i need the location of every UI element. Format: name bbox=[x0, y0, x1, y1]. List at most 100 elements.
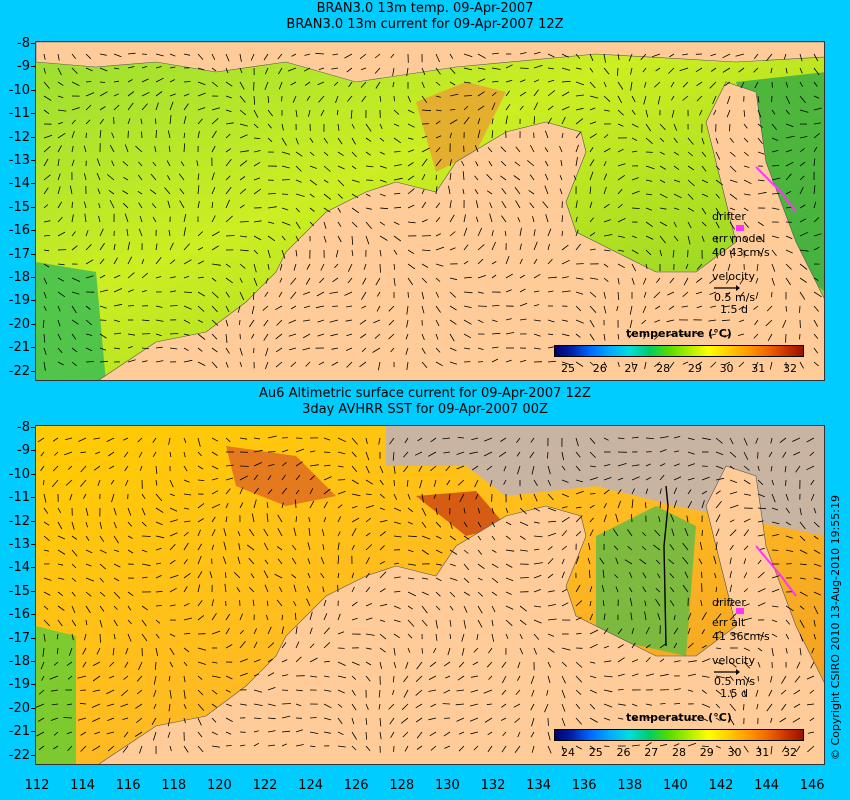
bottom-current-arrow bbox=[631, 436, 639, 439]
bottom-current-arrow bbox=[491, 633, 495, 642]
bottom-current-arrow bbox=[309, 450, 316, 453]
bottom-current-arrow bbox=[109, 661, 115, 667]
bottom-current-arrow bbox=[645, 626, 650, 635]
top-y-tick-mark bbox=[31, 253, 35, 255]
bottom-current-arrow bbox=[743, 437, 748, 446]
top-current-arrow bbox=[813, 291, 822, 298]
bottom-current-arrow bbox=[295, 626, 298, 635]
top-current-arrow bbox=[85, 347, 93, 352]
top-current-arrow bbox=[43, 249, 50, 252]
top-current-arrow bbox=[379, 249, 382, 257]
bottom-current-arrow bbox=[239, 703, 247, 706]
bottom-current-arrow bbox=[155, 507, 164, 513]
bottom-current-arrow bbox=[547, 633, 555, 637]
top-current-arrow bbox=[771, 291, 773, 298]
top-current-arrow bbox=[253, 249, 259, 255]
bottom-current-arrow bbox=[351, 528, 357, 537]
bottom-current-arrow bbox=[295, 689, 303, 692]
top-current-arrow bbox=[785, 190, 792, 195]
top-current-arrow bbox=[183, 214, 187, 223]
top-current-arrow bbox=[533, 319, 541, 322]
top-current-arrow bbox=[575, 144, 579, 153]
top-current-arrow bbox=[643, 333, 647, 339]
bottom-current-arrow bbox=[82, 647, 87, 655]
bottom-current-arrow bbox=[644, 502, 647, 509]
bottom-current-arrow bbox=[809, 689, 815, 694]
top-current-arrow bbox=[292, 95, 297, 103]
bottom-current-arrow bbox=[701, 529, 703, 537]
top-current-arrow bbox=[346, 305, 353, 308]
top-current-arrow bbox=[725, 277, 731, 284]
bottom-current-arrow bbox=[561, 516, 570, 523]
top-current-arrow bbox=[141, 290, 147, 293]
top-current-arrow bbox=[85, 119, 91, 125]
x-tick-label: 136 bbox=[571, 778, 597, 793]
top-current-arrow bbox=[331, 347, 339, 350]
top-current-arrow bbox=[500, 175, 507, 181]
top-current-arrow bbox=[559, 145, 563, 153]
bottom-current-arrow bbox=[85, 563, 92, 567]
top-current-arrow bbox=[373, 319, 381, 324]
top-current-arrow bbox=[57, 231, 66, 237]
top-current-arrow bbox=[337, 137, 343, 145]
top-current-arrow bbox=[251, 333, 255, 339]
top-current-arrow bbox=[211, 305, 218, 313]
bottom-current-arrow bbox=[449, 591, 456, 598]
top-current-arrow bbox=[320, 263, 325, 271]
top-current-arrow bbox=[463, 244, 469, 251]
bottom-current-arrow bbox=[39, 689, 45, 695]
bottom-current-arrow bbox=[365, 517, 372, 523]
bottom-current-arrow bbox=[533, 521, 540, 524]
bottom-current-arrow bbox=[781, 675, 787, 684]
top-current-arrow bbox=[421, 361, 428, 369]
top-current-arrow bbox=[799, 333, 801, 340]
bottom-current-arrow bbox=[379, 647, 386, 653]
top-current-arrow bbox=[407, 162, 414, 167]
bottom-current-arrow bbox=[743, 617, 752, 621]
bottom-current-arrow bbox=[127, 605, 132, 611]
bottom-current-arrow bbox=[50, 717, 59, 721]
bottom-current-arrow bbox=[599, 557, 605, 565]
bottom-current-arrow bbox=[505, 633, 509, 639]
top-current-arrow bbox=[99, 258, 105, 265]
top-current-arrow bbox=[239, 263, 246, 269]
bottom-y-tick-mark bbox=[31, 427, 35, 428]
bottom-current-arrow bbox=[561, 745, 565, 754]
top-current-arrow bbox=[306, 263, 311, 270]
bottom-current-arrow bbox=[127, 535, 133, 539]
bottom-current-arrow bbox=[393, 521, 401, 525]
top-current-arrow bbox=[379, 151, 385, 155]
bottom-current-arrow bbox=[365, 633, 375, 636]
top-current-arrow bbox=[113, 274, 121, 279]
bottom-current-arrow bbox=[337, 631, 345, 635]
top-y-tick-label: -8 bbox=[17, 36, 30, 51]
top-current-arrow bbox=[712, 263, 717, 272]
top-current-arrow bbox=[477, 258, 484, 265]
top-y-tick-mark bbox=[31, 323, 35, 325]
top-current-arrow bbox=[320, 109, 325, 116]
bottom-current-arrow bbox=[183, 602, 190, 607]
bottom-current-arrow bbox=[402, 731, 409, 738]
top-current-arrow bbox=[264, 291, 269, 297]
top-current-arrow bbox=[287, 67, 297, 72]
bottom-current-arrow bbox=[615, 513, 619, 523]
top-current-arrow bbox=[43, 174, 51, 181]
top-current-arrow bbox=[167, 200, 171, 209]
bottom-current-arrow bbox=[654, 529, 661, 537]
top-current-arrow bbox=[603, 186, 607, 195]
bottom-current-arrow bbox=[379, 588, 386, 593]
bottom-current-arrow bbox=[99, 549, 107, 554]
top-current-arrow bbox=[393, 177, 403, 181]
bottom-current-arrow bbox=[351, 505, 358, 509]
bottom-current-arrow bbox=[379, 717, 382, 727]
bottom-current-arrow bbox=[449, 577, 458, 581]
bottom-current-arrow bbox=[337, 613, 341, 621]
bottom-current-arrow bbox=[406, 479, 409, 487]
bottom-current-arrow bbox=[236, 587, 241, 593]
bottom-current-arrow bbox=[471, 437, 479, 441]
bottom-current-arrow bbox=[407, 563, 416, 566]
top-current-arrow bbox=[169, 79, 175, 83]
bottom-current-arrow bbox=[701, 437, 711, 441]
bottom-current-arrow bbox=[781, 703, 787, 711]
top-current-arrow bbox=[617, 109, 624, 116]
